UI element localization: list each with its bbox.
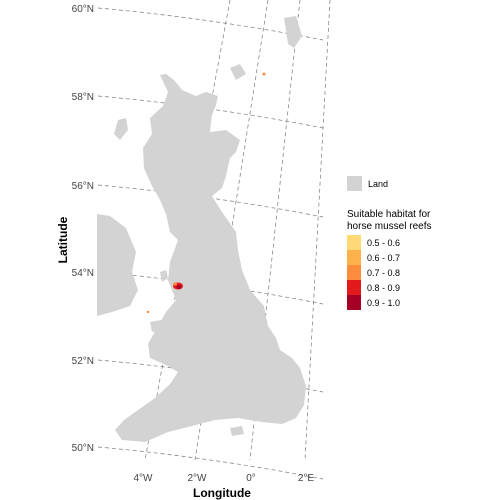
legend-class-swatch: [347, 235, 361, 250]
ireland-land: [97, 214, 138, 316]
legend-class-row: 0.5 - 0.6: [347, 235, 487, 250]
legend-class-label: 0.7 - 0.8: [367, 267, 401, 278]
legend-class-label: 0.8 - 0.9: [367, 282, 401, 293]
land-layer: [97, 16, 306, 442]
legend-title-line1: Suitable habitat for: [347, 209, 431, 220]
map-legend: Land Suitable habitat for horse mussel r…: [347, 176, 487, 310]
legend-class-row: 0.8 - 0.9: [347, 280, 487, 295]
graticule-lon-2e: [304, 0, 331, 461]
lon-tick-2e: 2°E: [298, 473, 315, 484]
habitat-patch-orkney: [262, 72, 266, 76]
legend-title-line2: horse mussel reefs: [347, 221, 432, 232]
habitat-patch-edge: [173, 282, 177, 286]
lat-tick-54: 54°N: [72, 268, 94, 279]
legend-class-label: 0.5 - 0.6: [367, 237, 401, 248]
lon-tick-4w: 4°W: [134, 473, 154, 484]
legend-class-list: 0.5 - 0.6 0.6 - 0.7 0.7 - 0.8 0.8 - 0.9 0.9 …: [347, 235, 487, 310]
lon-tick-2w: 2°W: [188, 473, 208, 484]
legend-class-swatch: [347, 265, 361, 280]
isle-of-wight-land: [230, 426, 244, 436]
habitat-patch-small: [146, 310, 150, 314]
legend-class-swatch: [347, 295, 361, 310]
great-britain-land: [115, 74, 306, 442]
graticule-lat-50: [97, 446, 324, 480]
land-label: Land: [368, 178, 389, 189]
legend-class-row: 0.7 - 0.8: [347, 265, 487, 280]
shetland-land: [284, 16, 302, 48]
habitat-patch-core: [176, 285, 182, 289]
legend-class-swatch: [347, 250, 361, 265]
legend-class-label: 0.6 - 0.7: [367, 252, 401, 263]
legend-class-row: 0.9 - 1.0: [347, 295, 487, 310]
legend-class-label: 0.9 - 1.0: [367, 297, 401, 308]
lat-tick-56: 56°N: [72, 181, 94, 192]
legend-class-row: 0.6 - 0.7: [347, 250, 487, 265]
x-axis-title: Longitude: [193, 486, 251, 500]
legend-title: Suitable habitat for horse mussel reefs: [347, 209, 477, 233]
isle-of-man-land: [160, 270, 168, 282]
lon-tick-0: 0°: [246, 473, 256, 484]
habitat-layer: [146, 72, 266, 314]
land-swatch: [347, 176, 362, 191]
y-axis-title: Latitude: [56, 216, 70, 263]
legend-class-swatch: [347, 280, 361, 295]
lat-tick-labels: 60°N 58°N 56°N 54°N 52°N 50°N: [72, 4, 94, 454]
lat-tick-58: 58°N: [72, 92, 94, 103]
lon-tick-labels: 4°W 2°W 0° 2°E: [134, 473, 315, 484]
orkney-land: [230, 64, 246, 80]
anglesey-land: [150, 320, 164, 332]
lat-tick-52: 52°N: [72, 356, 94, 367]
legend-land-entry: Land: [347, 176, 487, 191]
hebrides-land: [114, 118, 128, 140]
lat-tick-60: 60°N: [72, 4, 94, 15]
lat-tick-50: 50°N: [72, 443, 94, 454]
